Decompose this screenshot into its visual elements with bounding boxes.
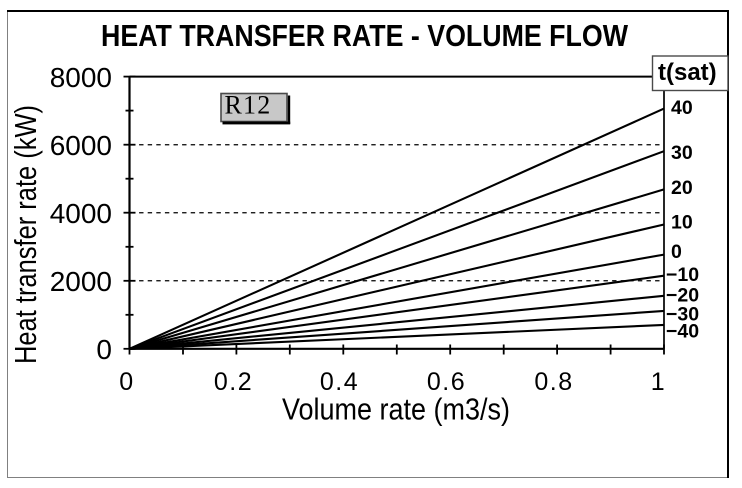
svg-text:0.4: 0.4 (320, 368, 359, 396)
svg-text:6000: 6000 (50, 130, 112, 161)
svg-text:R12: R12 (225, 91, 272, 120)
svg-text:HEAT TRANSFER RATE - VOLUME FL: HEAT TRANSFER RATE - VOLUME FLOW (101, 18, 629, 53)
svg-text:1: 1 (651, 368, 666, 396)
svg-text:Heat transfer rate (kW): Heat transfer rate (kW) (8, 105, 43, 364)
svg-text:0.2: 0.2 (214, 368, 253, 396)
svg-text:−10: −10 (666, 264, 699, 286)
svg-text:−40: −40 (666, 321, 699, 343)
svg-text:0.8: 0.8 (534, 368, 573, 396)
svg-text:Volume rate (m3/s): Volume rate (m3/s) (282, 392, 510, 427)
svg-text:0: 0 (119, 368, 134, 396)
svg-text:4000: 4000 (50, 198, 112, 229)
svg-text:0: 0 (96, 334, 112, 365)
svg-text:2000: 2000 (50, 266, 112, 297)
svg-text:0.6: 0.6 (427, 368, 466, 396)
svg-text:−20: −20 (666, 285, 699, 307)
svg-text:40: 40 (671, 97, 693, 119)
svg-text:t(sat): t(sat) (658, 59, 717, 86)
svg-text:−30: −30 (666, 304, 699, 326)
svg-text:10: 10 (671, 212, 693, 234)
svg-text:30: 30 (671, 142, 693, 164)
svg-text:0: 0 (671, 241, 682, 263)
svg-text:8000: 8000 (50, 62, 112, 93)
svg-text:20: 20 (671, 177, 693, 199)
